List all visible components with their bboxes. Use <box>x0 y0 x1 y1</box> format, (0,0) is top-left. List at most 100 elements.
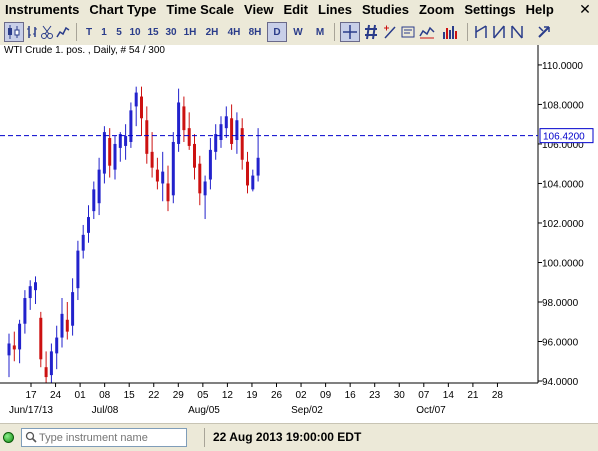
candle-body <box>71 292 75 326</box>
candle-body <box>214 134 218 152</box>
y-tick-label: 108.0000 <box>542 100 584 111</box>
line-chart-icon[interactable] <box>55 22 71 42</box>
x-tick-label: 12 <box>222 390 234 401</box>
text-annotation-icon[interactable] <box>400 22 416 42</box>
candle-body <box>161 171 165 184</box>
timeframe-2h-button[interactable]: 2H <box>205 26 219 38</box>
x-tick-label: 29 <box>173 390 185 401</box>
status-bar: 22 Aug 2013 19:00:00 EDT <box>0 423 598 451</box>
bar-chart-icon[interactable] <box>25 22 39 42</box>
candle-body <box>145 120 149 154</box>
x-tick-label: 19 <box>246 390 258 401</box>
add-line-icon[interactable] <box>382 22 398 42</box>
menu-edit[interactable]: Edit <box>283 2 308 17</box>
candle-body <box>49 351 53 376</box>
y-tick-label: 102.0000 <box>542 219 584 230</box>
timeframe-10min-button[interactable]: 10 <box>129 26 141 38</box>
x-tick-label: 28 <box>492 390 504 401</box>
x-tick-label: 09 <box>320 390 332 401</box>
timeframe-8h-button[interactable]: 8H <box>248 26 262 38</box>
menu-studies[interactable]: Studies <box>361 2 409 17</box>
x-tick-label: 17 <box>25 390 37 401</box>
instrument-search-box[interactable] <box>21 428 187 447</box>
candle-body <box>92 189 96 212</box>
grid-icon[interactable] <box>363 22 379 42</box>
candle-body <box>113 143 117 170</box>
chart-area[interactable]: 110.0000 108.0000 106.0000 104.0000 102.0000… <box>0 45 598 423</box>
volume-bars-icon[interactable] <box>440 22 462 42</box>
y-tick-label: 94.0000 <box>542 377 579 388</box>
timeframe-monthly-button[interactable]: M <box>315 26 325 38</box>
connection-status-icon <box>3 432 14 443</box>
menu-lines[interactable]: Lines <box>318 2 352 17</box>
candle-body <box>44 367 48 378</box>
toolbar-separator <box>334 23 335 41</box>
x-tick-label: 16 <box>345 390 357 401</box>
candle-body <box>171 141 175 196</box>
menu-instruments[interactable]: Instruments <box>5 2 80 17</box>
candle-body <box>256 157 260 176</box>
timeframe-tick-button[interactable]: T <box>85 26 93 38</box>
y-tick-label: 104.0000 <box>542 179 584 190</box>
timeframe-4h-button[interactable]: 4H <box>227 26 241 38</box>
delete-drawing-icon[interactable] <box>535 22 553 42</box>
channel-line-icon[interactable] <box>491 22 507 42</box>
y-tick-label: 106.0000 <box>542 140 584 151</box>
candle-body <box>224 116 228 129</box>
x-tick-label: 05 <box>197 390 209 401</box>
x-month-label: Aug/05 <box>188 405 220 416</box>
menu-bar: Instruments Chart Type Time Scale View E… <box>0 0 598 19</box>
candle-body <box>124 136 128 146</box>
candle-body <box>23 298 27 324</box>
price-chart[interactable]: 110.0000 108.0000 106.0000 104.0000 102.0000… <box>0 45 598 423</box>
timeframe-1h-button[interactable]: 1H <box>183 26 197 38</box>
y-tick-label: 100.0000 <box>542 258 584 269</box>
candle-body <box>12 345 16 350</box>
timeframe-5min-button[interactable]: 5 <box>116 26 122 38</box>
x-tick-label: 23 <box>369 390 381 401</box>
x-tick-label: 30 <box>394 390 406 401</box>
current-price-label-box <box>539 128 594 144</box>
timeframe-30min-button[interactable]: 30 <box>165 26 177 38</box>
timeframe-15min-button[interactable]: 15 <box>147 26 159 38</box>
candle-body <box>198 163 202 194</box>
trend-line-icon[interactable] <box>509 22 525 42</box>
candle-body <box>134 92 138 107</box>
candle-body <box>251 175 255 190</box>
candle-body <box>60 313 64 338</box>
toolbar-separator <box>76 23 77 41</box>
candle-body <box>166 183 170 202</box>
menu-help[interactable]: Help <box>525 2 554 17</box>
candlestick-chart-icon[interactable] <box>4 22 24 42</box>
timeframe-daily-button[interactable]: D <box>267 22 287 42</box>
indicator-icon[interactable] <box>418 22 436 42</box>
scissors-icon[interactable] <box>39 22 55 42</box>
status-separator <box>204 428 205 447</box>
timeframe-1min-button[interactable]: 1 <box>101 26 107 38</box>
menu-view[interactable]: View <box>244 2 274 17</box>
menu-settings[interactable]: Settings <box>464 2 516 17</box>
menu-time-scale[interactable]: Time Scale <box>166 2 235 17</box>
search-input[interactable] <box>39 430 183 445</box>
crosshair-icon[interactable] <box>340 22 360 42</box>
candle-body <box>81 234 85 251</box>
y-tick-label: 110.0000 <box>542 61 583 72</box>
x-month-label: Jul/08 <box>92 405 119 416</box>
fib-line-icon[interactable] <box>473 22 489 42</box>
candle-body <box>55 337 59 354</box>
menu-chart-type[interactable]: Chart Type <box>89 2 157 17</box>
candle-body <box>65 319 69 332</box>
x-tick-label: 15 <box>124 390 136 401</box>
timeframe-weekly-button[interactable]: W <box>293 26 303 38</box>
x-tick-label: 22 <box>148 390 160 401</box>
menu-zoom[interactable]: Zoom <box>418 2 455 17</box>
toolbar: T 1 5 10 15 30 1H 2H 4H 8H D W M <box>0 19 598 46</box>
candle-body <box>118 134 122 148</box>
candle-body <box>28 286 32 299</box>
candle-body <box>87 217 90 233</box>
close-icon[interactable]: ✕ <box>579 1 591 17</box>
x-tick-label: 24 <box>50 390 62 401</box>
candle-body <box>129 110 133 142</box>
candle-body <box>230 118 234 144</box>
chart-title: WTI Crude 1. pos. , Daily, # 54 / 300 <box>4 45 165 56</box>
